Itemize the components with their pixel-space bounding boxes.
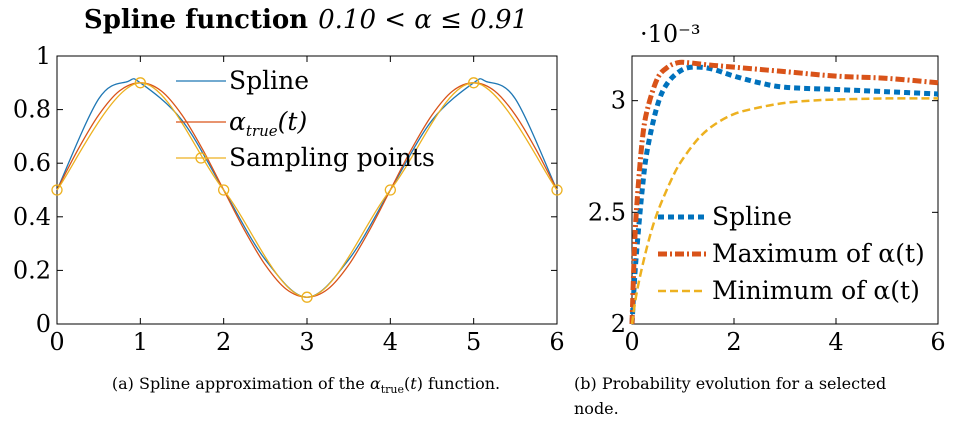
chart-a-sampling-point-1 [134, 77, 146, 89]
chart-a-xtick-label-6: 6 [549, 328, 564, 356]
chart-a-axes-frame [56, 55, 558, 325]
chart-a-series-line-2 [56, 82, 558, 298]
chart-a-ytick-label-4: 0.8 [13, 96, 51, 124]
chart-b-caption-line2: node. [574, 399, 619, 418]
chart-b-axes-frame [631, 55, 939, 325]
chart-b-plot-area [629, 59, 939, 325]
chart-a-ticks: 0 1 2 3 4 5 6 0 0.2 0.4 0.6 0.8 1 [13, 42, 565, 356]
chart-b-series-line-0 [629, 64, 939, 325]
legend-marker-sampling [195, 152, 207, 164]
chart-a-ytick-label-2: 0.4 [13, 203, 51, 231]
chart-a-plot-area [51, 77, 563, 303]
legend-label-spline-b: Spline [712, 202, 792, 231]
chart-a-xtick-label-3: 3 [299, 328, 314, 356]
chart-a-ytick-label-1: 0.2 [13, 256, 51, 284]
chart-b-ytick-label-2: 3 [611, 87, 626, 115]
legend-label-sampling: Sampling points [229, 143, 435, 172]
chart-a-sampling-point-0 [51, 184, 63, 196]
chart-a-xtick-label-4: 4 [383, 328, 398, 356]
chart-a-legend: Spline αtrue(t) Sampling points [176, 66, 435, 172]
chart-b-xtick-label-3: 6 [930, 328, 945, 356]
chart-a-sampling-point-3 [301, 291, 313, 303]
legend-label-alpha-true: αtrue(t) [229, 107, 307, 140]
chart-b: ·10⁻³ 0 2 4 622.53 Spline Maximum of α(t) M… [574, 20, 946, 418]
chart-a-caption: (a) Spline approximation of the αtrue(t)… [112, 374, 500, 396]
chart-a-sampling-point-4 [384, 184, 396, 196]
legend-label-spline: Spline [229, 66, 309, 95]
chart-b-xtick-label-1: 2 [726, 328, 741, 356]
chart-b-y-multiplier: ·10⁻³ [640, 20, 700, 48]
chart-b-ytick-label-0: 2 [611, 310, 626, 338]
chart-b-ticks: 0 2 4 622.53 [588, 56, 946, 356]
chart-b-series-line-1 [629, 59, 939, 325]
chart-a-ytick-label-0: 0 [36, 310, 51, 338]
chart-b-ytick-label-1: 2.5 [588, 198, 626, 226]
chart-b-xtick-label-2: 4 [828, 328, 843, 356]
chart-a-sampling-point-2 [218, 184, 230, 196]
chart-b-series-line-2 [630, 97, 939, 325]
legend-label-minimum: Minimum of α(t) [712, 276, 920, 305]
chart-a-ytick-label-5: 1 [36, 42, 51, 70]
chart-a-title: Spline function 0.10 < α ≤ 0.91 [84, 5, 528, 35]
chart-a-sampling-point-5 [468, 77, 480, 89]
chart-a-xtick-label-0: 0 [49, 328, 64, 356]
chart-b-xtick-label-0: 0 [624, 328, 639, 356]
chart-a-sampling-point-6 [551, 184, 563, 196]
chart-a: Spline function 0.10 < α ≤ 0.91 0 1 2 3 4 5 600… [13, 5, 565, 396]
chart-a-xtick-label-1: 1 [133, 328, 148, 356]
chart-b-caption-line1: (b) Probability evolution for a selected [574, 374, 886, 393]
legend-label-maximum: Maximum of α(t) [712, 239, 925, 268]
chart-a-xtick-label-5: 5 [466, 328, 481, 356]
chart-a-xtick-label-2: 2 [216, 328, 231, 356]
chart-a-ytick-label-3: 0.6 [13, 149, 51, 177]
chart-b-legend: Spline Maximum of α(t) Minimum of α(t) [658, 202, 925, 305]
